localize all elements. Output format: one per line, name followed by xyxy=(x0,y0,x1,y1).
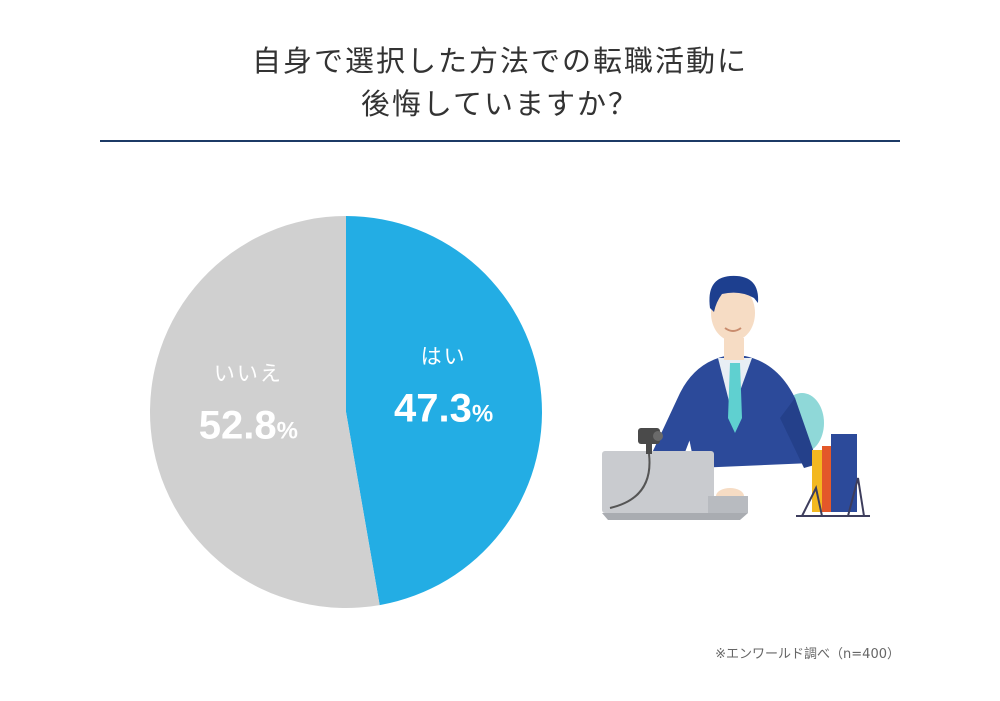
title-divider xyxy=(100,140,900,142)
slice-value-number-yes: 47.3 xyxy=(394,387,472,431)
pie-slice-yes xyxy=(346,216,542,606)
businessman-at-laptop-illustration xyxy=(602,275,870,520)
slice-value-yes: 47.3% xyxy=(394,387,493,431)
slice-value-unit-no: % xyxy=(277,417,298,444)
slice-label-yes: はい xyxy=(421,345,467,369)
slice-label-no: いいえ xyxy=(214,361,283,385)
chart-title: 自身で選択した方法での転職活動に 後悔していますか？ xyxy=(0,40,1000,126)
chart-title-line-1: 自身で選択した方法での転職活動に xyxy=(251,44,748,78)
slice-value-number-no: 52.8 xyxy=(199,403,277,447)
pie-slice-no xyxy=(149,216,380,608)
source-note: ※エンワールド調べ（n=400） xyxy=(715,647,900,662)
slice-value-unit-yes: % xyxy=(472,401,493,428)
chart-title-line-2: 後悔していますか？ xyxy=(360,87,640,121)
slice-value-no: 52.8% xyxy=(199,403,298,447)
